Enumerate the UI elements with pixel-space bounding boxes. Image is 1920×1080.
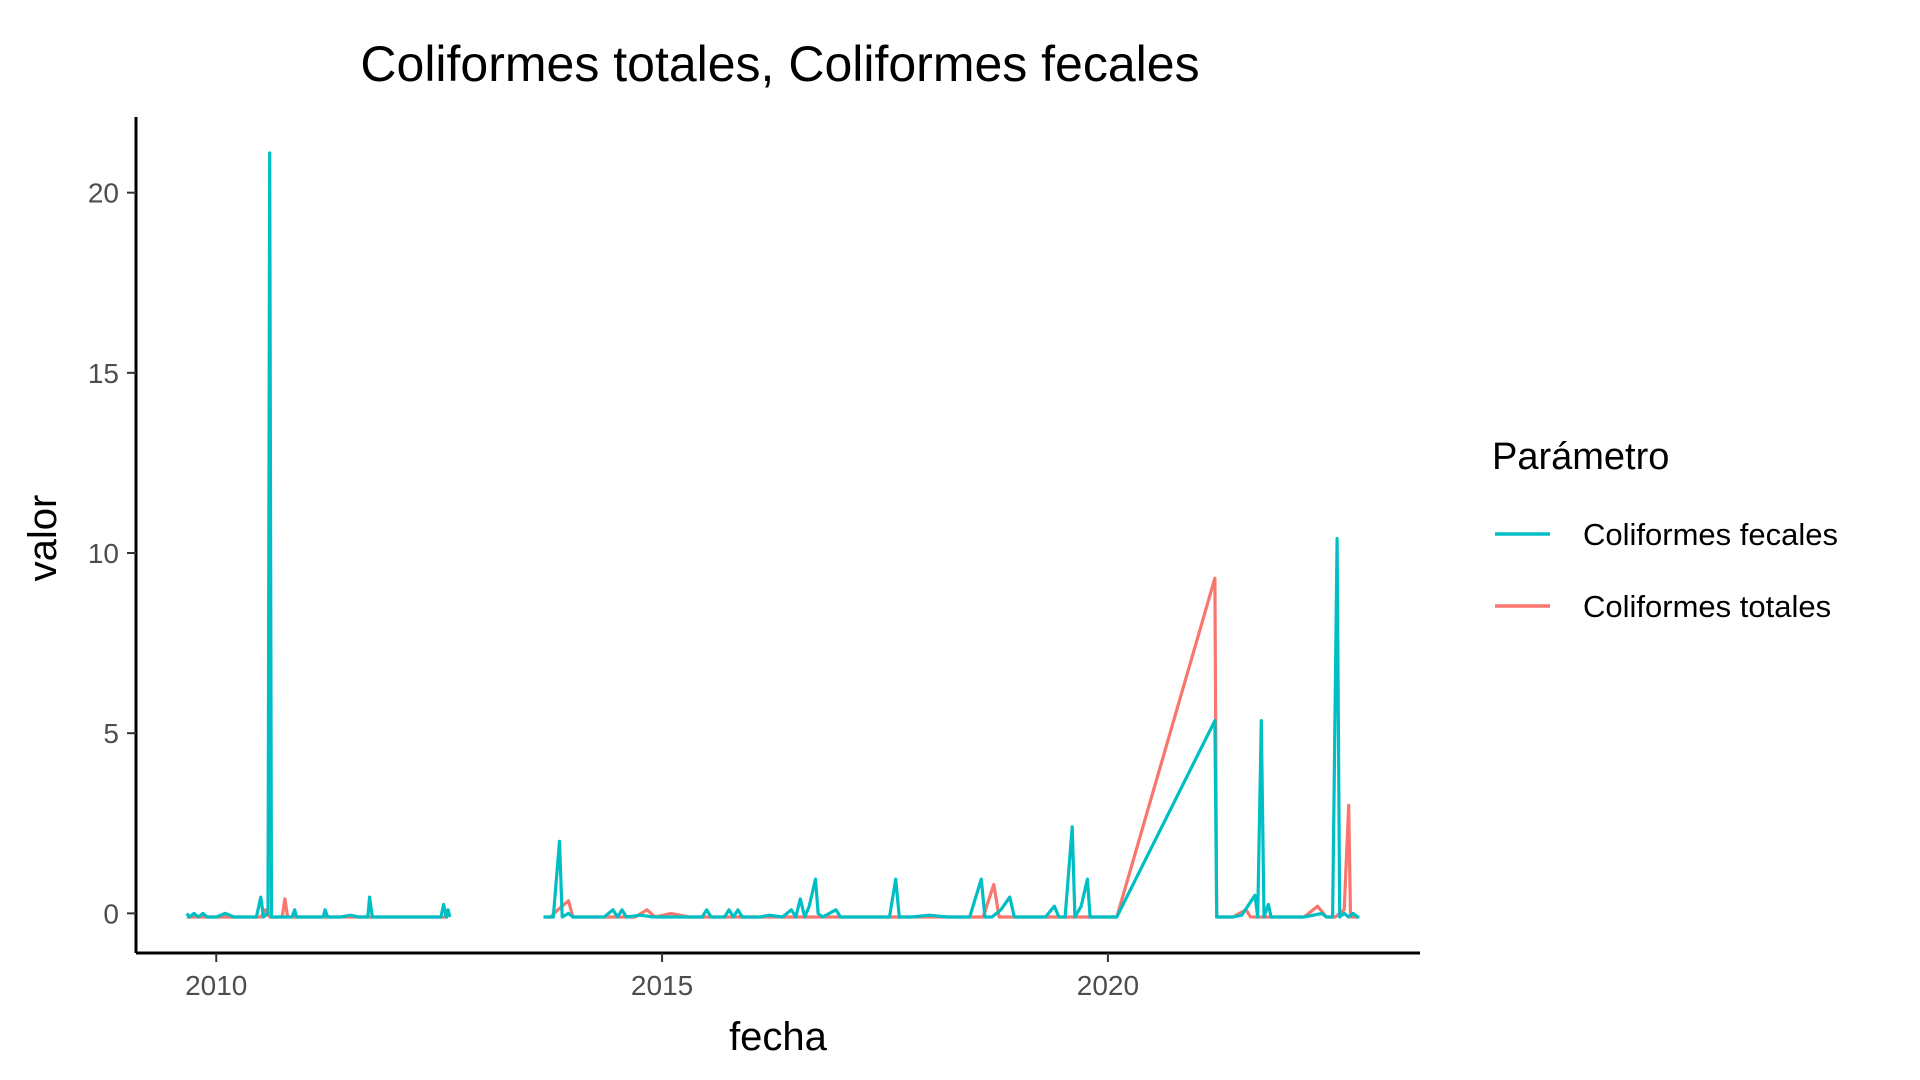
x-ticks: 2010 2015 2020 <box>185 953 1139 1001</box>
y-tick-label: 10 <box>88 538 119 569</box>
series-line-coliformes-fecales-segment-1 <box>185 151 452 919</box>
x-tick-label: 2020 <box>1077 970 1139 1001</box>
legend-title: Parámetro <box>1492 436 1669 478</box>
y-tick-label: 20 <box>88 178 119 209</box>
legend-label-coliformes-fecales: Coliformes fecales <box>1583 517 1838 552</box>
series-line-coliformes-fecales-segment-2 <box>543 536 1360 919</box>
legend: Parámetro Coliformes fecales Coliformes … <box>1492 436 1838 624</box>
series-coliformes-fecales <box>185 151 1360 919</box>
plot-series <box>185 151 1360 919</box>
chart-title: Coliformes totales, Coliformes fecales <box>360 36 1199 92</box>
y-ticks: 0 5 10 15 20 <box>88 178 136 929</box>
legend-label-coliformes-totales: Coliformes totales <box>1583 589 1831 624</box>
y-axis-title: valor <box>21 495 65 582</box>
y-tick-label: 5 <box>103 718 119 749</box>
x-axis-title: fecha <box>729 1015 828 1059</box>
x-tick-label: 2015 <box>631 970 693 1001</box>
y-tick-label: 15 <box>88 358 119 389</box>
y-tick-label: 0 <box>103 898 119 929</box>
x-tick-label: 2010 <box>185 970 247 1001</box>
